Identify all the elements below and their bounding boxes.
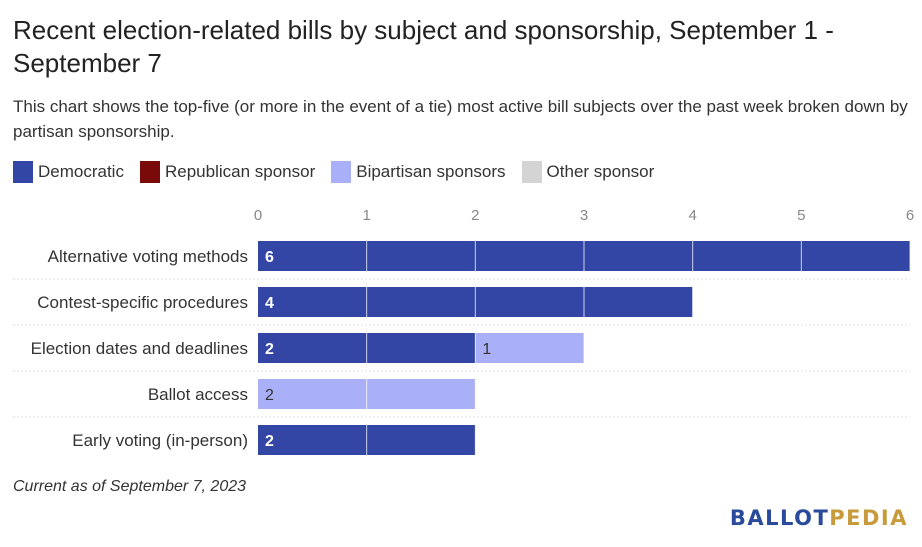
bar-chart: 0 1 2 3 4 5 6 Alternative voting methods 6 Contes…: [13, 207, 914, 461]
legend-label-democratic: Democratic: [38, 162, 124, 181]
legend-swatch-bipartisan: [331, 161, 352, 183]
data-label: 2: [265, 387, 274, 404]
footnote: Current as of September 7, 2023: [13, 478, 247, 495]
legend-item-democratic: Democratic: [13, 161, 124, 183]
x-tick-label: 1: [362, 207, 370, 224]
x-tick-label: 0: [254, 207, 262, 224]
x-tick-label: 3: [580, 207, 588, 224]
legend-label-other: Other sponsor: [546, 162, 655, 181]
legend-swatch-democratic: [13, 161, 33, 183]
x-tick-label: 2: [471, 207, 479, 224]
bar-segment: [475, 333, 584, 363]
chart-subtitle: This chart shows the top-five (or more i…: [13, 97, 908, 141]
legend-item-republican: Republican sponsor: [139, 161, 316, 183]
category-label: Early voting (in-person): [72, 431, 248, 450]
data-label: 2: [265, 433, 274, 450]
category-label: Ballot access: [148, 385, 248, 404]
category-label: Alternative voting methods: [48, 247, 248, 266]
legend-swatch-other: [521, 161, 542, 183]
x-tick-label: 6: [906, 207, 914, 224]
legend-label-bipartisan: Bipartisan sponsors: [356, 162, 506, 181]
chart-title: Recent election-related bills by subject…: [13, 15, 834, 78]
category-label: Election dates and deadlines: [31, 339, 248, 358]
logo-part-pedia: PEDIA: [829, 506, 908, 530]
data-label: 4: [265, 295, 274, 312]
data-label: 2: [265, 341, 274, 358]
legend-label-republican: Republican sponsor: [164, 162, 316, 181]
ballotpedia-logo: BALLOTPEDIA: [730, 506, 908, 530]
data-label: 1: [482, 341, 491, 358]
x-tick-label: 4: [688, 207, 696, 224]
legend-swatch-republican: [139, 161, 160, 183]
chart-legend: Democratic Republican sponsor Bipartisan…: [13, 161, 670, 183]
logo-part-ballot: BALLOT: [729, 506, 830, 530]
category-label: Contest-specific procedures: [37, 293, 248, 312]
legend-item-other: Other sponsor: [521, 161, 655, 183]
data-label: 6: [265, 249, 274, 266]
legend-item-bipartisan: Bipartisan sponsors: [331, 161, 506, 183]
x-tick-label: 5: [797, 207, 805, 224]
